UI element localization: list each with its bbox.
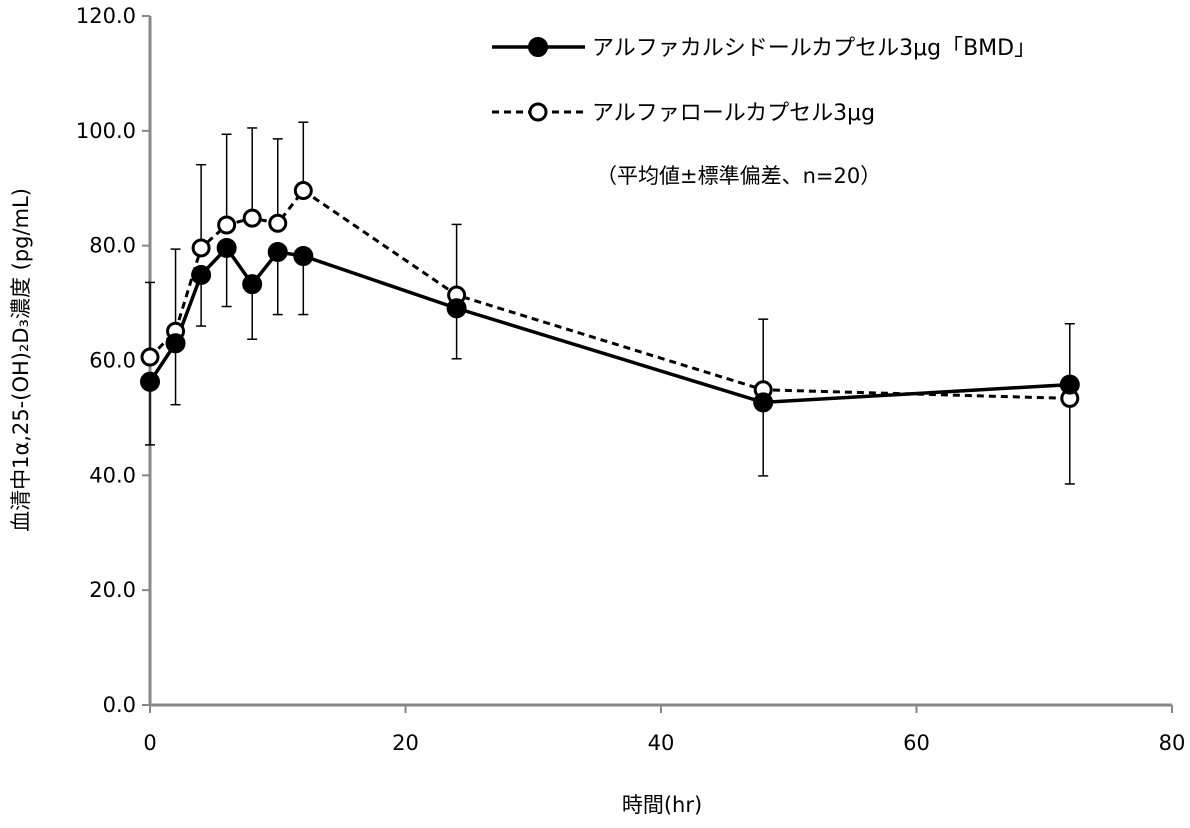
- data-point-series-1: [293, 246, 314, 267]
- x-tick-label: 40: [648, 731, 675, 755]
- data-point-series-1: [267, 241, 288, 262]
- y-tick-label: 40.0: [89, 463, 136, 487]
- data-point-series-1: [753, 392, 774, 413]
- x-tick-label: 0: [143, 731, 156, 755]
- x-axis-title: 時間(hr): [622, 793, 702, 817]
- data-point-series-1: [1059, 374, 1080, 395]
- data-point-series-2: [217, 215, 237, 235]
- x-tick-label: 60: [903, 731, 930, 755]
- y-tick-label: 120.0: [76, 4, 136, 28]
- series-lines-group: [148, 188, 1070, 405]
- x-tick-label: 80: [1159, 731, 1186, 755]
- y-axis-title: 血清中1α,25-(OH)₂D₃濃度 (pg/mL): [9, 188, 33, 532]
- x-tick-label: 20: [392, 731, 419, 755]
- legend-label-1: アルファカルシドールカプセル3μg「BMD」: [592, 36, 1036, 61]
- y-tick-label: 0.0: [103, 693, 136, 717]
- data-point-series-1: [242, 274, 263, 295]
- data-point-series-2: [191, 238, 211, 258]
- y-tick-label: 100.0: [76, 119, 136, 143]
- axes-group: 0.0 20.0 40.0 60.0 80.0 100.0 120.0 0 20 40 60 80: [76, 4, 1185, 755]
- y-tick-label: 20.0: [89, 578, 136, 602]
- legend: アルファカルシドールカプセル3μg「BMD」アルファロールカプセル3μg: [492, 36, 1036, 126]
- data-point-series-2: [293, 181, 313, 201]
- series-line-2: [148, 188, 1070, 400]
- stats-annotation: （平均値±標準偏差、n=20）: [596, 164, 881, 188]
- error-bars-group: [145, 121, 1075, 485]
- data-point-series-2: [140, 347, 160, 367]
- legend-label-2: アルファロールカプセル3μg: [592, 101, 875, 126]
- data-point-series-1: [165, 333, 186, 354]
- series-markers-group: [140, 181, 1080, 413]
- data-point-series-2: [268, 213, 288, 233]
- data-point-series-1: [446, 298, 467, 319]
- data-point-series-1: [191, 264, 212, 285]
- legend-marker-2: [528, 102, 548, 122]
- series-line-1: [148, 245, 1070, 405]
- data-point-series-1: [216, 237, 237, 258]
- data-point-series-2: [242, 208, 262, 228]
- y-tick-label: 60.0: [89, 349, 136, 373]
- y-tick-label: 80.0: [89, 234, 136, 258]
- data-point-series-1: [140, 371, 160, 392]
- legend-marker-1: [528, 37, 548, 57]
